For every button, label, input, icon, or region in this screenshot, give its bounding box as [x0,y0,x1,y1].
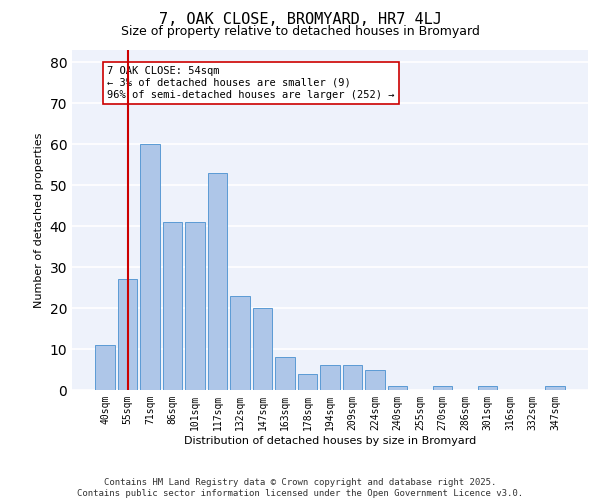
Bar [388,386,407,390]
Text: Contains HM Land Registry data © Crown copyright and database right 2025.
Contai: Contains HM Land Registry data © Crown c… [77,478,523,498]
Bar [545,386,565,390]
Bar [298,374,317,390]
Bar [163,222,182,390]
X-axis label: Distribution of detached houses by size in Bromyard: Distribution of detached houses by size … [184,436,476,446]
Text: 7, OAK CLOSE, BROMYARD, HR7 4LJ: 7, OAK CLOSE, BROMYARD, HR7 4LJ [158,12,442,28]
Bar [478,386,497,390]
Y-axis label: Number of detached properties: Number of detached properties [34,132,44,308]
Bar [275,357,295,390]
Bar [185,222,205,390]
Text: Size of property relative to detached houses in Bromyard: Size of property relative to detached ho… [121,25,479,38]
Bar [253,308,272,390]
Bar [433,386,452,390]
Bar [208,173,227,390]
Bar [343,366,362,390]
Bar [365,370,385,390]
Text: 7 OAK CLOSE: 54sqm
← 3% of detached houses are smaller (9)
96% of semi-detached : 7 OAK CLOSE: 54sqm ← 3% of detached hous… [107,66,395,100]
Bar [118,280,137,390]
Bar [320,366,340,390]
Bar [230,296,250,390]
Bar [140,144,160,390]
Bar [95,345,115,390]
